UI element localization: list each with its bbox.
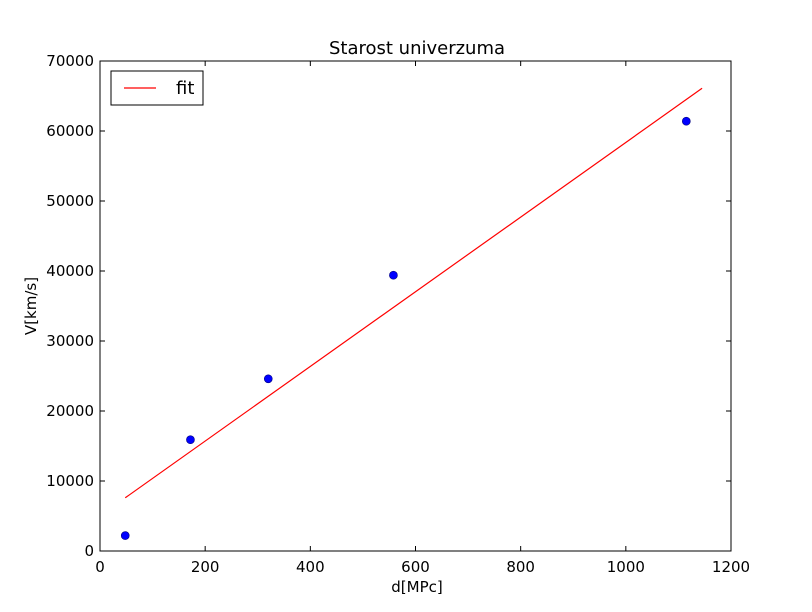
- data-point: [186, 435, 195, 445]
- axes: 0 200 400 600 800 1000 1200 0 10000 20000 30000 400…: [46, 52, 750, 576]
- y-tick-label: 0: [84, 542, 94, 560]
- x-tick-label: 400: [296, 558, 325, 576]
- x-tick-label: 1000: [607, 558, 645, 576]
- x-tick-label: 1200: [712, 558, 750, 576]
- legend-fit-label: fit: [176, 78, 194, 99]
- data-point: [263, 374, 273, 384]
- x-tick-label: 800: [506, 558, 535, 576]
- chart-title: Starost univerzuma: [329, 38, 505, 59]
- x-tick-label: 200: [191, 558, 220, 576]
- y-tick-label: 50000: [46, 192, 94, 210]
- data-point: [682, 116, 691, 126]
- y-tick-label: 10000: [46, 472, 94, 490]
- legend: fit: [110, 70, 204, 106]
- data-point: [120, 531, 130, 540]
- data-point: [389, 270, 398, 280]
- x-tick-label: 600: [401, 558, 430, 576]
- x-axis-label: d[MPc]: [391, 578, 442, 596]
- y-tick-label: 40000: [46, 262, 94, 280]
- y-tick-label: 20000: [46, 402, 94, 420]
- plot-area: [120, 87, 703, 540]
- y-tick-label: 30000: [46, 332, 94, 350]
- y-tick-label: 60000: [46, 122, 94, 140]
- fit-line: [124, 87, 703, 499]
- y-axis-label: V[km/s]: [22, 277, 40, 335]
- x-tick-label: 0: [95, 558, 105, 576]
- y-tick-label: 70000: [46, 52, 94, 70]
